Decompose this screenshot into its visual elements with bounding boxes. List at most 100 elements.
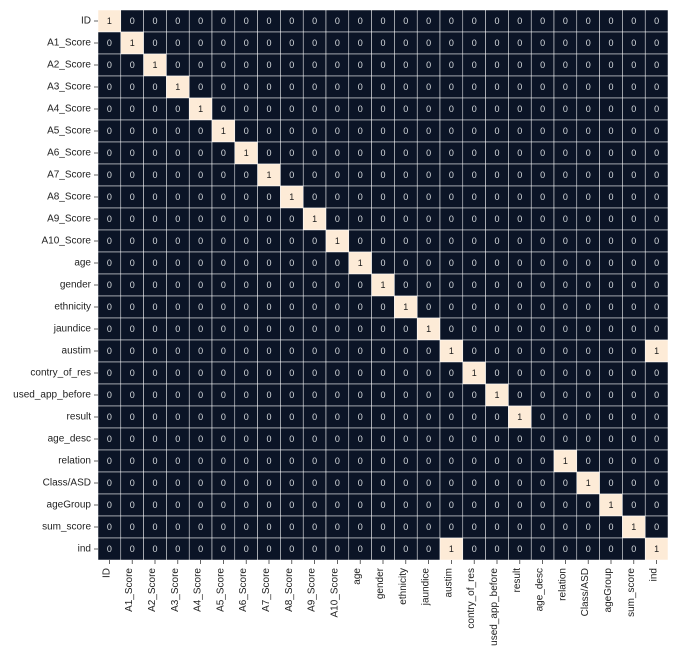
heatmap-cell-value: 0 xyxy=(380,16,385,26)
heatmap-cell-value: 0 xyxy=(631,390,636,400)
heatmap-cell-value: 0 xyxy=(403,522,408,532)
heatmap-cell-value: 0 xyxy=(540,522,545,532)
col-label: age_desc xyxy=(535,568,546,611)
heatmap-cell-value: 0 xyxy=(244,478,249,488)
heatmap-cell-value: 0 xyxy=(403,346,408,356)
heatmap-cell-value: 0 xyxy=(449,522,454,532)
heatmap-cell-value: 0 xyxy=(289,148,294,158)
heatmap-cell-value: 0 xyxy=(335,170,340,180)
heatmap-cell-value: 0 xyxy=(631,126,636,136)
heatmap-cell-value: 0 xyxy=(152,434,157,444)
heatmap-cell-value: 0 xyxy=(358,192,363,202)
heatmap-cell-value: 0 xyxy=(426,104,431,114)
heatmap-cell-value: 0 xyxy=(654,434,659,444)
heatmap-cell-value: 0 xyxy=(540,434,545,444)
heatmap-cell-value: 0 xyxy=(586,60,591,70)
heatmap-cell-value: 0 xyxy=(221,192,226,202)
heatmap-cell-value: 0 xyxy=(494,82,499,92)
heatmap-cell-value: 0 xyxy=(426,500,431,510)
heatmap-cell-value: 0 xyxy=(426,390,431,400)
heatmap-cell-value: 0 xyxy=(130,544,135,554)
heatmap-cell-value: 0 xyxy=(175,214,180,224)
heatmap-cell-value: 0 xyxy=(244,456,249,466)
heatmap-cell-value: 0 xyxy=(563,522,568,532)
heatmap-cell-value: 0 xyxy=(198,126,203,136)
heatmap-cell-value: 0 xyxy=(540,324,545,334)
heatmap-cell-value: 0 xyxy=(152,346,157,356)
heatmap-cell-value: 0 xyxy=(130,522,135,532)
heatmap-cell-value: 0 xyxy=(380,104,385,114)
heatmap-cell-value: 0 xyxy=(654,60,659,70)
heatmap-cell-value: 0 xyxy=(312,390,317,400)
heatmap-cell-value: 0 xyxy=(380,38,385,48)
heatmap-cell-value: 0 xyxy=(494,214,499,224)
heatmap-cell-value: 0 xyxy=(221,346,226,356)
heatmap-cell-value: 0 xyxy=(266,346,271,356)
heatmap-cell-value: 0 xyxy=(540,456,545,466)
col-label: sum_score xyxy=(626,568,637,617)
heatmap-cell-value: 0 xyxy=(540,148,545,158)
heatmap-cell-value: 0 xyxy=(380,544,385,554)
heatmap-cell-value: 0 xyxy=(152,82,157,92)
heatmap-cell-value: 0 xyxy=(426,522,431,532)
heatmap-cell-value: 0 xyxy=(586,522,591,532)
heatmap-cell-value: 0 xyxy=(608,456,613,466)
heatmap-cell-value: 0 xyxy=(494,38,499,48)
col-label: A4_Score xyxy=(193,568,204,612)
heatmap-cell-value: 0 xyxy=(152,412,157,422)
heatmap-cell-value: 0 xyxy=(608,434,613,444)
heatmap-cell-value: 0 xyxy=(266,500,271,510)
heatmap-cell-value: 0 xyxy=(586,82,591,92)
heatmap-cell-value: 0 xyxy=(244,82,249,92)
row-label: Class/ASD xyxy=(43,478,91,489)
heatmap-cell-value: 0 xyxy=(403,170,408,180)
heatmap-cell-value: 0 xyxy=(266,324,271,334)
heatmap-cell-value: 0 xyxy=(312,16,317,26)
heatmap-cell-value: 0 xyxy=(654,148,659,158)
heatmap-cell-value: 0 xyxy=(608,170,613,180)
heatmap-cell-value: 0 xyxy=(244,368,249,378)
heatmap-cell-value: 0 xyxy=(426,192,431,202)
heatmap-cell-value: 0 xyxy=(449,368,454,378)
heatmap-cell-value: 0 xyxy=(152,390,157,400)
heatmap-cell-value: 0 xyxy=(312,104,317,114)
heatmap-cell-value: 0 xyxy=(107,456,112,466)
heatmap-cell-value: 1 xyxy=(586,478,591,488)
heatmap-cell-value: 0 xyxy=(380,412,385,422)
heatmap-cell-value: 0 xyxy=(654,258,659,268)
heatmap-cell-value: 0 xyxy=(540,302,545,312)
heatmap-cell-value: 0 xyxy=(608,126,613,136)
heatmap-cell-value: 0 xyxy=(175,500,180,510)
heatmap-cell-value: 0 xyxy=(380,346,385,356)
heatmap-cell-value: 0 xyxy=(266,302,271,312)
heatmap-cell-value: 0 xyxy=(494,192,499,202)
heatmap-cell-value: 0 xyxy=(472,60,477,70)
heatmap-cell-value: 0 xyxy=(563,170,568,180)
heatmap-cell-value: 0 xyxy=(494,126,499,136)
col-label: A2_Score xyxy=(147,568,158,612)
heatmap-cell-value: 0 xyxy=(563,368,568,378)
heatmap-cell-value: 0 xyxy=(540,346,545,356)
heatmap-cell-value: 0 xyxy=(494,544,499,554)
heatmap-cell-value: 0 xyxy=(266,412,271,422)
heatmap-cell-value: 0 xyxy=(266,544,271,554)
heatmap-cell-value: 0 xyxy=(540,214,545,224)
heatmap-cell-value: 0 xyxy=(426,368,431,378)
col-label: used_app_before xyxy=(489,568,500,646)
heatmap-cell-value: 0 xyxy=(107,478,112,488)
heatmap-cell-value: 0 xyxy=(266,456,271,466)
heatmap-cell-value: 1 xyxy=(449,346,454,356)
heatmap-cell-value: 0 xyxy=(631,346,636,356)
heatmap-cell-value: 0 xyxy=(403,126,408,136)
heatmap-cell-value: 0 xyxy=(494,522,499,532)
heatmap-cell-value: 0 xyxy=(631,368,636,378)
heatmap-cell-value: 0 xyxy=(244,280,249,290)
heatmap-cell-value: 0 xyxy=(540,258,545,268)
heatmap-cell-value: 0 xyxy=(198,170,203,180)
heatmap-cell-value: 0 xyxy=(654,236,659,246)
heatmap-cell-value: 0 xyxy=(358,368,363,378)
col-label: age xyxy=(352,568,363,585)
heatmap-cell-value: 0 xyxy=(198,280,203,290)
heatmap-cell-value: 0 xyxy=(358,302,363,312)
heatmap-cell-value: 0 xyxy=(494,324,499,334)
